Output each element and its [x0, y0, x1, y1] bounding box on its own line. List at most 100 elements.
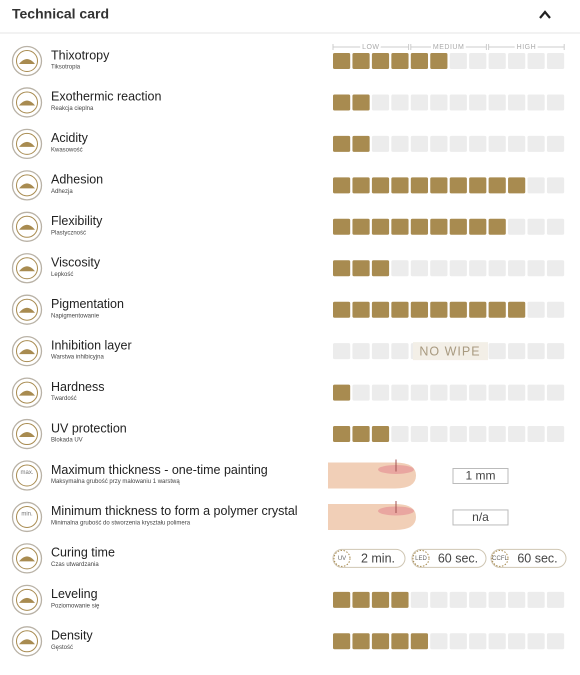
row-icon-inner: [16, 588, 38, 611]
level-cell-filled: [333, 218, 351, 235]
curing-label: UV: [338, 556, 346, 562]
level-cell-filled: [430, 177, 448, 194]
row-name: Minimum thickness to form a polymer crys…: [51, 504, 298, 518]
level-cell: [469, 384, 487, 401]
curing-value: 2 min.: [361, 552, 395, 566]
level-cell-filled: [449, 177, 467, 194]
level-cell-filled: [391, 301, 409, 318]
row-sub: Napigmentowanie: [51, 313, 100, 319]
row-icon-label: max.: [20, 470, 33, 476]
row-icon-inner: [16, 50, 38, 72]
row-icon-inner: [16, 505, 38, 528]
badge-text: NO WIPE: [419, 344, 480, 358]
level-cell-filled: [352, 591, 370, 608]
level-cell: [469, 426, 487, 443]
scale-label: HIGH: [517, 44, 537, 51]
level-cell: [546, 94, 565, 111]
row-name: Density: [51, 629, 93, 643]
level-cell: [488, 135, 506, 152]
level-cell-filled: [410, 633, 428, 650]
level-cell-filled: [371, 591, 390, 608]
level-cell-filled: [371, 53, 390, 69]
level-cell-filled: [333, 94, 351, 111]
level-cell: [508, 591, 526, 608]
level-cell-filled: [508, 301, 526, 318]
curing-pill: [332, 548, 406, 568]
level-cell-filled: [352, 301, 370, 318]
level-cell-filled: [352, 94, 370, 111]
row-name: Acidity: [51, 131, 89, 145]
level-cell-filled: [449, 301, 467, 318]
level-cell-filled: [352, 177, 370, 194]
level-cell-filled: [371, 633, 390, 650]
level-cell: [546, 633, 565, 650]
level-cell: [546, 135, 565, 152]
scale-label: LOW: [362, 44, 379, 51]
level-cell: [546, 177, 565, 194]
level-cell-filled: [410, 301, 428, 318]
level-cell: [527, 301, 545, 318]
level-cell: [371, 135, 390, 152]
level-cell-filled: [410, 177, 428, 194]
level-cell: [371, 343, 390, 360]
level-cell: [488, 53, 506, 69]
level-cell: [469, 591, 487, 608]
level-cell-filled: [410, 218, 428, 235]
level-cell-filled: [352, 633, 370, 650]
level-cell-filled: [333, 301, 351, 318]
row-sub: Warstwa inhibicyjna: [51, 355, 104, 361]
level-cell-filled: [371, 177, 390, 194]
level-cell: [410, 384, 428, 401]
level-cell: [391, 94, 409, 111]
level-cell: [371, 384, 390, 401]
level-cell: [449, 53, 467, 69]
level-cell: [488, 384, 506, 401]
curing-badge: [491, 549, 509, 567]
row-name: Viscosity: [51, 256, 101, 270]
level-cell-filled: [430, 53, 448, 69]
level-cell: [508, 384, 526, 401]
level-cell: [527, 591, 545, 608]
badge-bg: [413, 342, 488, 361]
level-cell: [527, 343, 545, 360]
curing-pill: [411, 548, 487, 568]
row-icon-inner: [16, 423, 38, 446]
level-cell-filled: [371, 301, 390, 318]
level-cell: [527, 633, 545, 650]
curing-pill: [490, 548, 567, 568]
level-cell: [508, 343, 526, 360]
value-box: [452, 468, 509, 484]
level-cell: [449, 94, 467, 111]
level-cell: [410, 260, 428, 277]
level-cell-filled: [391, 591, 409, 608]
row-icon-inner: [16, 298, 38, 321]
level-cell: [508, 633, 526, 650]
level-cell-filled: [352, 426, 370, 443]
collapse-toggle[interactable]: [539, 10, 551, 19]
row-icon-glyph: [19, 597, 35, 603]
level-cell: [391, 260, 409, 277]
level-cell-filled: [430, 218, 448, 235]
row-icon-glyph: [19, 556, 35, 562]
level-cell: [430, 384, 448, 401]
row-sub: Lepkość: [51, 272, 73, 278]
row-name: Inhibition layer: [51, 338, 132, 352]
curing-badge: [333, 549, 351, 567]
row-icon-inner: [16, 340, 38, 363]
row-name: Leveling: [51, 587, 98, 601]
row-name: Thixotropy: [51, 48, 110, 62]
level-cell: [527, 384, 545, 401]
level-cell: [449, 135, 467, 152]
row-icon-glyph: [19, 224, 35, 230]
level-cell: [546, 343, 565, 360]
row-icon-glyph: [19, 183, 35, 189]
level-cell-filled: [333, 633, 351, 650]
row-name: UV protection: [51, 421, 127, 435]
row-icon-inner: [16, 91, 38, 114]
level-cell: [488, 94, 506, 111]
level-cell-filled: [469, 177, 487, 194]
level-cell-filled: [352, 218, 370, 235]
row-name: Flexibility: [51, 214, 103, 228]
level-cell-filled: [449, 218, 467, 235]
